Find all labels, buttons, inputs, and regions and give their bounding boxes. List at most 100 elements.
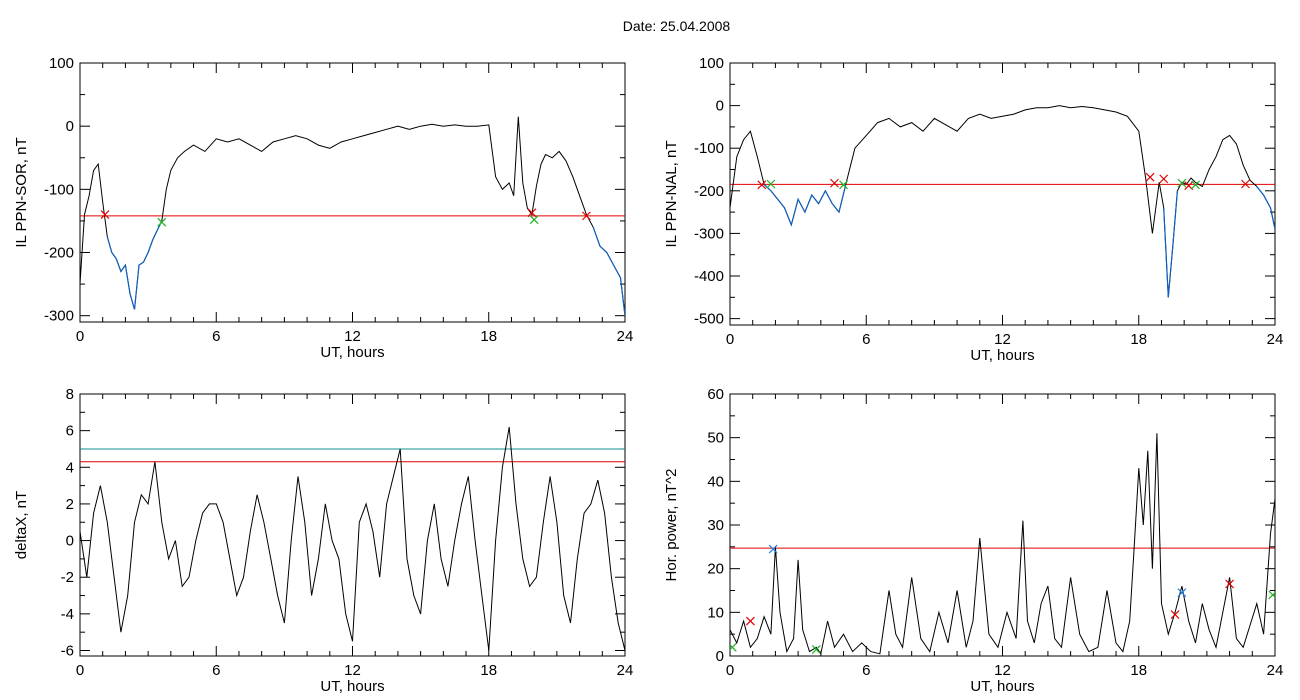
cross-stroke — [830, 178, 839, 188]
y-tick-label: 100 — [49, 55, 74, 72]
cross-marker-blue — [768, 544, 778, 554]
y-tick-label: -2 — [61, 569, 74, 586]
y-tick-label: -100 — [44, 181, 74, 198]
y-tick-label: -100 — [694, 140, 724, 157]
x-tick-label: 12 — [994, 662, 1011, 679]
x-tick-label: 12 — [344, 662, 361, 679]
y-tick-label: -300 — [694, 225, 724, 242]
plot-frame — [79, 62, 626, 323]
below-threshold-segment — [106, 220, 163, 310]
cross-marker-red — [830, 178, 839, 188]
y-tick-label: 0 — [66, 118, 74, 135]
cross-stroke — [766, 179, 776, 189]
y-tick-label: 0 — [66, 533, 74, 550]
y-axis-title: Hor. power, nT^2 — [663, 469, 680, 582]
y-axis-title: deltaX, nT — [13, 491, 30, 559]
y-tick-label: 50 — [707, 430, 724, 447]
cross-marker-green — [1268, 590, 1275, 600]
cross-marker-green — [839, 180, 848, 190]
y-tick-label: -4 — [61, 606, 74, 623]
x-tick-label: 6 — [862, 331, 870, 348]
cross-stroke — [1145, 172, 1155, 182]
x-tick-label: 0 — [76, 328, 84, 345]
series-group — [80, 116, 625, 316]
cross-stroke — [157, 217, 167, 227]
cross-marker-red — [581, 211, 591, 221]
y-tick-label: -300 — [44, 308, 74, 325]
y-tick-label: 10 — [707, 604, 724, 621]
plot-frame — [729, 62, 1276, 326]
y-axis-title: IL PPN-SOR, nT — [13, 137, 30, 247]
y-tick-label: -200 — [694, 183, 724, 200]
cross-stroke — [1225, 579, 1235, 589]
y-tick-label: 100 — [699, 55, 724, 72]
cross-stroke — [1241, 179, 1250, 189]
cross-stroke — [768, 544, 778, 554]
cross-marker-green — [529, 215, 539, 225]
x-tick-label: 18 — [480, 662, 497, 679]
chart-hor-power: 0 6 12 18 24 0 10 20 30 40 50 60 UT, hours Hor. power… — [663, 386, 1283, 695]
y-tick-label: 20 — [707, 561, 724, 578]
below-threshold-segment — [1256, 186, 1275, 230]
cross-stroke — [1170, 610, 1180, 619]
x-axis-title: UT, hours — [970, 347, 1034, 364]
series-group — [80, 426, 625, 651]
x-tick-label: 0 — [726, 331, 734, 348]
cross-stroke — [529, 215, 539, 225]
x-tick-label: 18 — [1130, 331, 1147, 348]
x-tick-label: 24 — [617, 662, 634, 679]
y-tick-label: 4 — [66, 459, 74, 476]
cross-stroke — [1159, 174, 1169, 184]
x-tick-label: 18 — [480, 328, 497, 345]
y-tick-label: -400 — [694, 268, 724, 285]
below-threshold-segment — [1163, 190, 1178, 298]
x-tick-label: 18 — [1130, 662, 1147, 679]
cross-stroke — [1177, 588, 1187, 598]
cross-marker-red — [746, 616, 755, 626]
cross-marker-green — [811, 645, 821, 654]
x-tick-label: 24 — [1267, 662, 1284, 679]
below-threshold-segment — [592, 226, 625, 316]
cross-stroke — [1268, 591, 1275, 600]
y-tick-label: -6 — [61, 643, 74, 660]
cross-stroke — [581, 211, 591, 221]
cross-stroke — [730, 642, 737, 651]
chart-il-sor: 0 6 12 18 24 -300 -200 -100 0 100 UT, hours IL PPN-… — [13, 55, 633, 361]
cross-marker-green — [730, 642, 737, 652]
below-threshold-segment — [763, 183, 847, 227]
cross-marker-red — [1145, 172, 1155, 182]
cross-marker-red — [1225, 579, 1235, 589]
cross-stroke — [527, 208, 537, 218]
cross-marker-red — [100, 210, 110, 220]
cross-stroke — [811, 645, 821, 654]
cross-stroke — [1191, 180, 1200, 190]
cross-stroke — [839, 180, 848, 190]
y-tick-label: -500 — [694, 311, 724, 328]
cross-marker-green — [157, 217, 167, 227]
y-tick-label: 2 — [66, 496, 74, 513]
series-line-0 — [80, 426, 625, 651]
cross-marker-red — [1159, 174, 1169, 184]
y-tick-label: 0 — [716, 98, 724, 115]
chart-il-nal: 0 6 12 18 24 -500 -400 -300 -200 -100 0 100 UT, hour… — [663, 55, 1283, 364]
y-tick-label: 40 — [707, 473, 724, 490]
cross-marker-red — [527, 208, 537, 218]
y-tick-label: -200 — [44, 245, 74, 262]
x-tick-label: 12 — [344, 328, 361, 345]
x-tick-label: 0 — [726, 662, 734, 679]
series-line-0 — [730, 105, 1275, 298]
cross-marker-blue — [1177, 588, 1187, 598]
figure-title: Date: 25.04.2008 — [622, 18, 731, 34]
x-tick-label: 24 — [1267, 331, 1284, 348]
cross-stroke — [1184, 181, 1194, 191]
cross-marker-red — [1241, 179, 1250, 189]
y-axis-title: IL PPN-NAL, nT — [663, 141, 680, 248]
x-tick-label: 0 — [76, 662, 84, 679]
cross-stroke — [100, 210, 110, 220]
cross-stroke — [746, 616, 755, 626]
cross-marker-red — [1170, 610, 1180, 619]
cross-marker-green — [1191, 180, 1200, 190]
